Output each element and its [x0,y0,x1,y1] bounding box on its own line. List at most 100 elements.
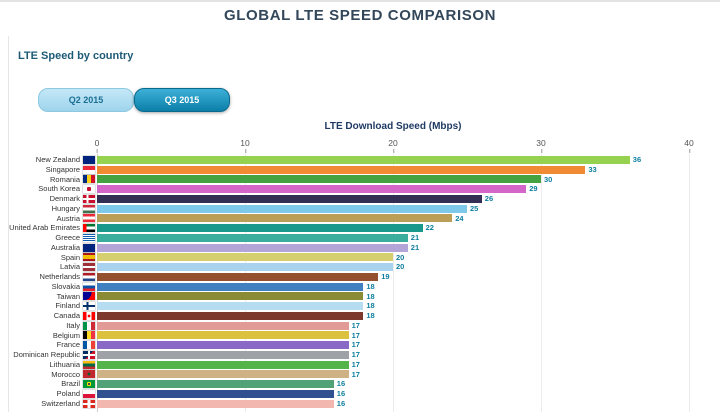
country-label: Hungary [51,203,80,213]
value-label: 17 [351,359,360,369]
chart-row-spain: Spain 20 [0,253,720,263]
value-label: 22 [425,223,434,233]
bar-track: 24 [97,213,689,223]
chart-row-lithuania: Lithuania 17 [0,360,720,370]
bar-new-zealand[interactable] [97,155,630,164]
bar-morocco[interactable] [97,370,349,379]
flag-icon-denmark [83,194,95,203]
value-label: 21 [410,242,420,252]
bar-greece[interactable] [97,233,408,242]
bar-track: 17 [97,340,689,350]
bar-belgium[interactable] [97,331,349,340]
bar-track: 22 [97,223,689,233]
value-label: 16 [336,398,346,408]
chart-row-austria: Austria 24 [0,214,720,224]
chart-row-australia: Australia 21 [0,243,720,253]
bar-track: 17 [97,370,689,379]
value-label: 20 [396,262,405,272]
tab-q3-2015[interactable]: Q3 2015 [134,88,230,112]
chart-row-dominican-republic: Dominican Republic 17 [0,350,720,360]
country-label: Switzerland [41,398,80,408]
bar-denmark[interactable] [97,194,482,203]
bar-lithuania[interactable] [97,360,349,369]
country-label: Slovakia [51,281,80,291]
bar-track: 26 [97,194,689,203]
bar-track: 19 [97,272,689,282]
bar-switzerland[interactable] [97,399,334,408]
value-label: 18 [366,291,375,301]
tab-q2-2015[interactable]: Q2 2015 [38,88,134,112]
bar-france[interactable] [97,341,349,350]
chart-row-south-korea: South Korea 29 [0,184,720,194]
chart-subtitle: LTE Speed by country [18,50,134,62]
bar-finland[interactable] [97,302,364,311]
value-label: 33 [588,164,597,174]
country-label: Morocco [51,369,80,379]
bar-track: 33 [97,164,689,174]
bar-dominican-republic[interactable] [97,350,349,359]
value-label: 24 [455,213,464,223]
chart-row-romania: Romania 30 [0,175,720,185]
gridline [541,154,542,412]
x-axis-tick: 0 [94,138,100,153]
bar-taiwan[interactable] [97,292,364,301]
bar-track: 20 [97,262,689,272]
bar-australia[interactable] [97,243,408,252]
value-label: 19 [381,272,390,282]
chart-row-new-zealand: New Zealand 36 [0,155,720,165]
country-label: Italy [66,320,80,330]
country-label: Finland [55,301,80,311]
value-label: 17 [351,350,360,360]
flag-icon-australia [83,243,95,252]
value-label: 16 [336,389,346,399]
x-axis-tick: 20 [388,138,398,153]
bar-netherlands[interactable] [97,272,379,281]
bar-track: 18 [97,281,689,291]
bar-united-arab-emirates[interactable] [97,224,423,233]
bar-track: 18 [97,291,689,301]
flag-icon-finland [83,302,95,311]
bar-hungary[interactable] [97,204,467,213]
flag-icon-poland [83,389,95,398]
flag-icon-hungary [83,204,95,213]
country-label: France [56,340,80,350]
country-label: United Arab Emirates [9,223,80,233]
value-label: 17 [351,340,360,350]
bar-brazil[interactable] [97,380,334,389]
country-label: Belgium [52,330,80,340]
country-label: New Zealand [35,155,80,165]
bar-latvia[interactable] [97,263,393,272]
bar-track: 16 [97,380,689,389]
country-label: Dominican Republic [13,350,80,360]
bar-canada[interactable] [97,311,364,320]
country-label: Austria [56,213,80,223]
panel-border [8,36,9,412]
chart-row-morocco: Morocco 17 [0,370,720,380]
country-label: Poland [56,389,80,399]
country-label: Brazil [61,379,80,389]
bar-track: 16 [97,389,689,399]
bar-singapore[interactable] [97,165,586,174]
chart-row-netherlands: Netherlands 19 [0,272,720,282]
bar-south-korea[interactable] [97,185,527,194]
bar-poland[interactable] [97,389,334,398]
flag-icon-lithuania [83,360,95,369]
flag-icon-south-korea [83,185,95,194]
chart-rows: New Zealand 36 Singapore 33 Romania 30 South K… [0,155,720,409]
flag-icon-italy [83,321,95,330]
value-label: 36 [632,155,642,165]
value-label: 18 [366,281,375,291]
country-label: Denmark [49,194,80,204]
bar-slovakia[interactable] [97,282,364,291]
country-label: South Korea [38,184,80,194]
bar-spain[interactable] [97,253,393,262]
bar-track: 20 [97,253,689,262]
bar-track: 18 [97,302,689,311]
flag-icon-brazil [83,380,95,389]
bar-track: 29 [97,185,689,194]
value-label: 18 [366,311,375,321]
bar-romania[interactable] [97,175,541,184]
chart-row-denmark: Denmark 26 [0,194,720,204]
bar-italy[interactable] [97,321,349,330]
bar-austria[interactable] [97,214,453,223]
